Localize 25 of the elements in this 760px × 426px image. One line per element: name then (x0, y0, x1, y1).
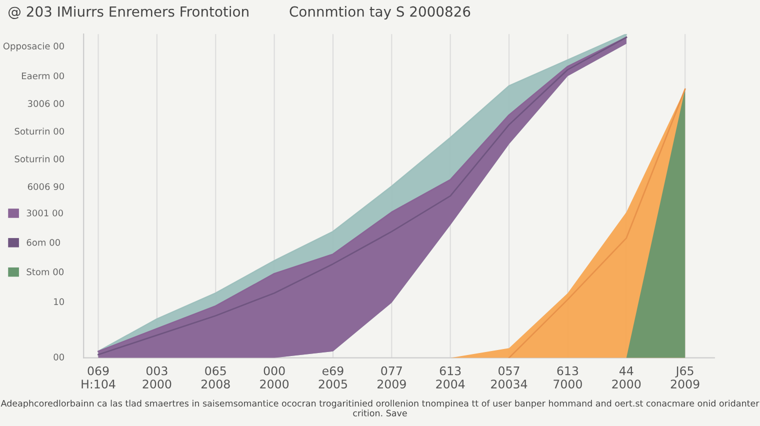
text: Eaerm 00 (22, 72, 64, 80)
text: 00 (54, 354, 64, 360)
text: Soturrin 00 (14, 128, 64, 135)
x-tick-label: 069 H:104 (82, 366, 116, 389)
x-tick-label: 613 7000 (554, 366, 582, 389)
text: 10 (54, 298, 64, 306)
x-tick-label: 000 2000 (260, 366, 289, 389)
x-tick-label: e69 2005 (318, 366, 347, 389)
x-tick-label: 077 2009 (378, 366, 406, 389)
x-tick-label: 057 20034 (491, 366, 528, 389)
text: 6006 90 (28, 183, 64, 190)
text: Adeaphcoredlorbainn ca las tlad smaertres in saisemsomantice ococran trogaritinied orollenion tnompinea tt of user banper hommand and oert.st conacmare onid oridanter crition. Save (0, 400, 760, 416)
x-tick-label: 065 2008 (201, 366, 230, 389)
text: Soturrin 00 (14, 155, 64, 162)
x-tick-label: 613 2004 (436, 366, 465, 389)
x-tick-label: J65 2009 (670, 366, 700, 389)
chart-subtitle: Connmtion tay S 2000826 (290, 6, 470, 20)
text: Opposacie 00 (3, 42, 64, 52)
text: 3006 00 (28, 100, 64, 107)
chart-title: @ 203 IMiurrs Enremers Frontotion (8, 6, 248, 20)
x-tick-label: 003 2000 (142, 366, 172, 389)
x-tick-label: 44 2000 (612, 366, 641, 389)
legend-label: 6om 00 (26, 239, 60, 246)
legend-label: Stom 00 (26, 268, 64, 276)
legend-label: 3001 00 (26, 210, 63, 216)
